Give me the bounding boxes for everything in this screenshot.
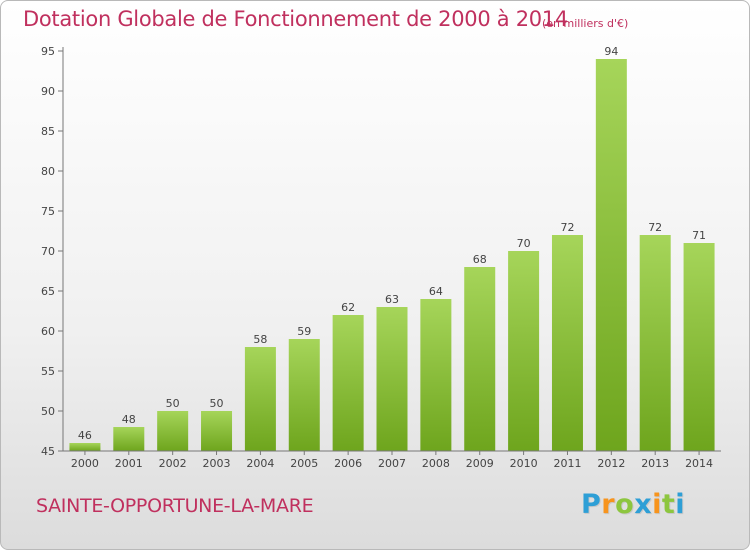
bar-2014: [683, 243, 715, 451]
x-tick-label: 2009: [466, 457, 494, 470]
x-tick-label: 2005: [290, 457, 318, 470]
bar-value-label: 50: [210, 397, 224, 410]
bar-value-label: 71: [692, 229, 706, 242]
x-tick-label: 2012: [597, 457, 625, 470]
bar-2001: [113, 427, 145, 451]
x-tick-label: 2000: [71, 457, 99, 470]
y-tick-label: 65: [41, 285, 55, 298]
bar-value-label: 48: [122, 413, 136, 426]
logo-letter: r: [601, 489, 616, 520]
logo-letter: i: [675, 489, 686, 520]
bar-value-label: 70: [517, 237, 531, 250]
bar-2004: [244, 347, 276, 451]
chart-subtitle: (en milliers d'€): [542, 17, 629, 30]
bar-2012: [595, 59, 627, 451]
bar-2002: [157, 411, 189, 451]
bar-2009: [464, 267, 496, 451]
bar-value-label: 46: [78, 429, 92, 442]
x-tick-label: 2007: [378, 457, 406, 470]
y-tick-label: 90: [41, 85, 55, 98]
bar-value-label: 59: [297, 325, 311, 338]
y-tick-label: 95: [41, 45, 55, 58]
bar-value-label: 68: [473, 253, 487, 266]
x-tick-label: 2013: [641, 457, 669, 470]
bar-2000: [69, 443, 101, 451]
y-tick-label: 80: [41, 165, 55, 178]
logo-letter: t: [661, 489, 676, 520]
y-tick-label: 85: [41, 125, 55, 138]
bar-2008: [420, 299, 452, 451]
bar-2006: [332, 315, 364, 451]
y-tick-label: 75: [41, 205, 55, 218]
logo-letter: P: [581, 489, 602, 520]
bar-2005: [288, 339, 320, 451]
x-tick-label: 2006: [334, 457, 362, 470]
bar-value-label: 58: [253, 333, 267, 346]
x-tick-label: 2003: [203, 457, 231, 470]
bar-value-label: 64: [429, 285, 443, 298]
x-tick-label: 2014: [685, 457, 713, 470]
x-tick-label: 2004: [246, 457, 274, 470]
y-tick-label: 70: [41, 245, 55, 258]
y-tick-label: 60: [41, 325, 55, 338]
bar-value-label: 50: [166, 397, 180, 410]
logo-letter: x: [634, 489, 653, 520]
bar-2013: [639, 235, 671, 451]
bar-value-label: 72: [560, 221, 574, 234]
x-tick-label: 2011: [553, 457, 581, 470]
bar-value-label: 62: [341, 301, 355, 314]
logo-letter: i: [652, 489, 662, 520]
y-tick-label: 50: [41, 405, 55, 418]
bar-2007: [376, 307, 408, 451]
x-tick-label: 2002: [159, 457, 187, 470]
proxiti-logo[interactable]: Proxiti: [581, 489, 685, 520]
bar-value-label: 63: [385, 293, 399, 306]
axis-layer: 45 50 55 60 65 70 75 80 85 90 95 2000 2001 2002 2003 20…: [41, 45, 721, 470]
location-name: SAINTE-OPPORTUNE-LA-MARE: [36, 495, 314, 517]
bar-2010: [508, 251, 540, 451]
bar-2003: [201, 411, 233, 451]
bar-layer: 46 48 50 50 58 59 62 63 64 68 70 72 94 72 71: [69, 45, 715, 451]
chart-title: Dotation Globale de Fonctionnement de 20…: [23, 7, 568, 31]
x-tick-label: 2008: [422, 457, 450, 470]
y-tick-label: 55: [41, 365, 55, 378]
x-tick-label: 2001: [115, 457, 143, 470]
y-tick-label: 45: [41, 445, 55, 458]
logo-letter: o: [615, 489, 635, 520]
bar-2011: [551, 235, 583, 451]
bar-value-label: 72: [648, 221, 662, 234]
bar-value-label: 94: [604, 45, 618, 58]
x-tick-label: 2010: [510, 457, 538, 470]
